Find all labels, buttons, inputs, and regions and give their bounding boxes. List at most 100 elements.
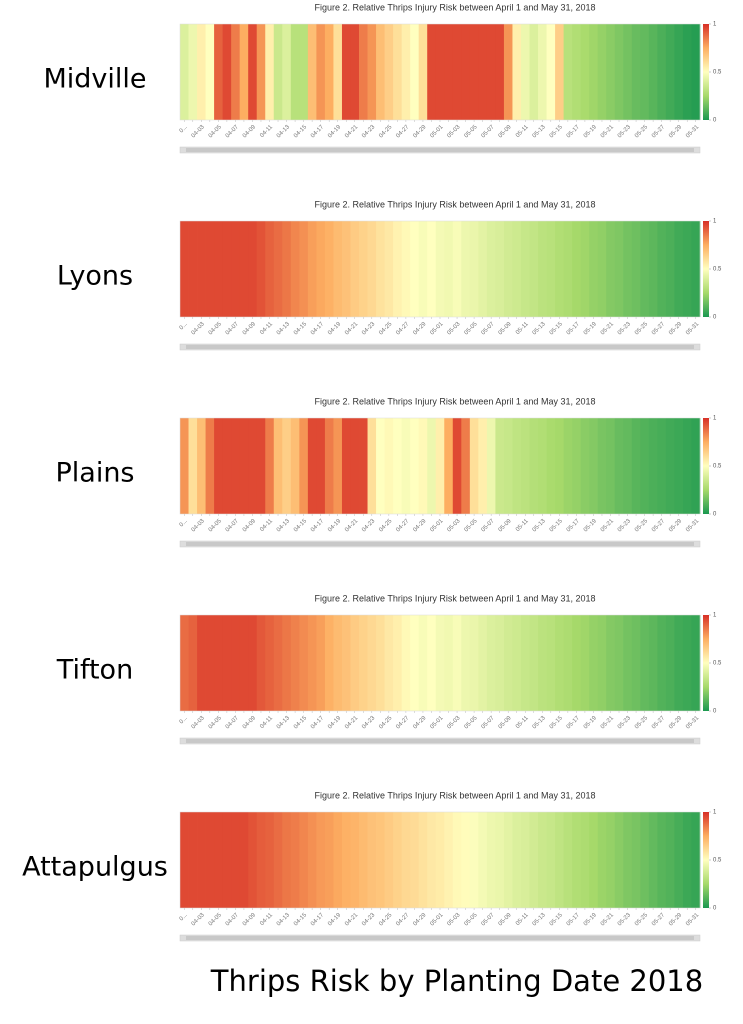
heat-cell [538,221,547,317]
colorbar [703,24,709,120]
x-tick-label: 05-31 [685,321,701,337]
heat-cell [248,812,258,908]
x-tick-label: 04-19 [327,124,343,140]
heat-cell [256,812,266,908]
heat-cell [580,24,590,120]
heat-cell [452,812,462,908]
x-tick-label: 05-25 [634,912,650,928]
colorbar-label: 0.5 [713,267,722,273]
x-tick-label: 05-19 [583,321,599,337]
heat-cell [316,615,326,711]
x-tick-label: 04-17 [310,912,326,928]
heat-cell [197,418,206,514]
x-tick-label: 04-07 [225,912,241,928]
heat-cell [572,24,582,120]
heat-cell [197,615,206,711]
heat-cell [248,418,258,514]
heat-cell [589,812,599,908]
heat-cell [682,24,692,120]
x-tick-label: 05-27 [651,321,667,337]
heat-cell [256,418,266,514]
heat-cell [393,615,403,711]
heat-cell [691,615,701,711]
heat-cell [350,24,360,120]
x-tick-label: 05-15 [549,715,565,731]
x-tick-label: 04-13 [276,518,292,534]
x-tick-label: 04-11 [259,715,274,730]
scroll-thumb [186,542,694,546]
heat-cell [648,418,658,514]
x-tick-label: 0... [179,912,189,922]
x-tick-label: 04-25 [378,518,394,534]
heat-cell [333,615,343,711]
x-tick-label: 05-11 [515,321,530,336]
heat-cell [410,24,420,120]
heat-cell [290,812,300,908]
heat-cell [410,615,420,711]
x-tick-label: 05-05 [464,124,480,140]
x-tick-label: 05-31 [685,518,701,534]
x-tick-label: 04-25 [378,124,394,140]
heat-cell [597,221,607,317]
heat-cell [180,24,189,120]
heat-cell [299,24,309,120]
heat-cell [239,812,249,908]
heat-cell [359,812,368,908]
heat-cell [614,418,624,514]
heat-cell [691,221,701,317]
colorbar [703,418,709,514]
heat-cell [444,221,454,317]
heat-cell [538,418,547,514]
heat-cell [418,418,428,514]
x-tick-label: 04-15 [293,321,309,337]
heat-cell [222,24,232,120]
chart-title: Figure 2. Relative Thrips Injury Risk be… [315,2,596,12]
x-tick-label: 04-09 [242,124,258,140]
chart-title: Figure 2. Relative Thrips Injury Risk be… [315,593,596,603]
x-tick-label: 04-27 [395,124,411,140]
x-tick-label: 04-11 [259,321,274,336]
x-tick-label: 04-19 [327,518,343,534]
heat-cell [393,221,403,317]
heat-cell [410,812,420,908]
x-tick-label: 05-17 [566,715,582,731]
heat-cell [188,615,198,711]
heat-cell [520,615,530,711]
heat-cell [674,24,684,120]
heat-cell [214,812,224,908]
heat-cell [665,221,675,317]
heat-cell [682,812,692,908]
heat-cell [555,615,565,711]
x-tick-label: 05-17 [566,518,582,534]
heat-cell [418,24,428,120]
heat-cell [623,418,633,514]
heat-cell [503,615,513,711]
heat-cell [691,418,701,514]
heat-cell [623,221,633,317]
x-tick-label: 04-03 [191,518,207,534]
x-tick-label: 05-21 [600,321,616,337]
heat-cell [299,418,309,514]
heat-cell [376,221,385,317]
x-tick-label: 05-17 [566,321,582,337]
x-tick-label: 04-09 [242,518,258,534]
x-tick-label: 05-29 [668,321,684,337]
heat-cell [538,812,547,908]
x-tick-label: 04-21 [344,124,360,140]
x-tick-label: 04-29 [412,715,428,731]
heat-cell [563,418,573,514]
heat-cell [657,812,667,908]
heat-cell [273,418,283,514]
x-tick-label: 05-27 [651,715,667,731]
heat-cell [461,24,471,120]
x-tick-label: 05-01 [429,715,445,731]
heat-cell [307,24,317,120]
heat-cell [640,221,650,317]
x-tick-label: 05-13 [532,321,548,337]
heat-cell [435,812,445,908]
heat-cell [265,615,275,711]
heat-cell [461,418,471,514]
heat-cell [555,221,565,317]
heat-cell [546,812,556,908]
heat-cell [665,418,675,514]
